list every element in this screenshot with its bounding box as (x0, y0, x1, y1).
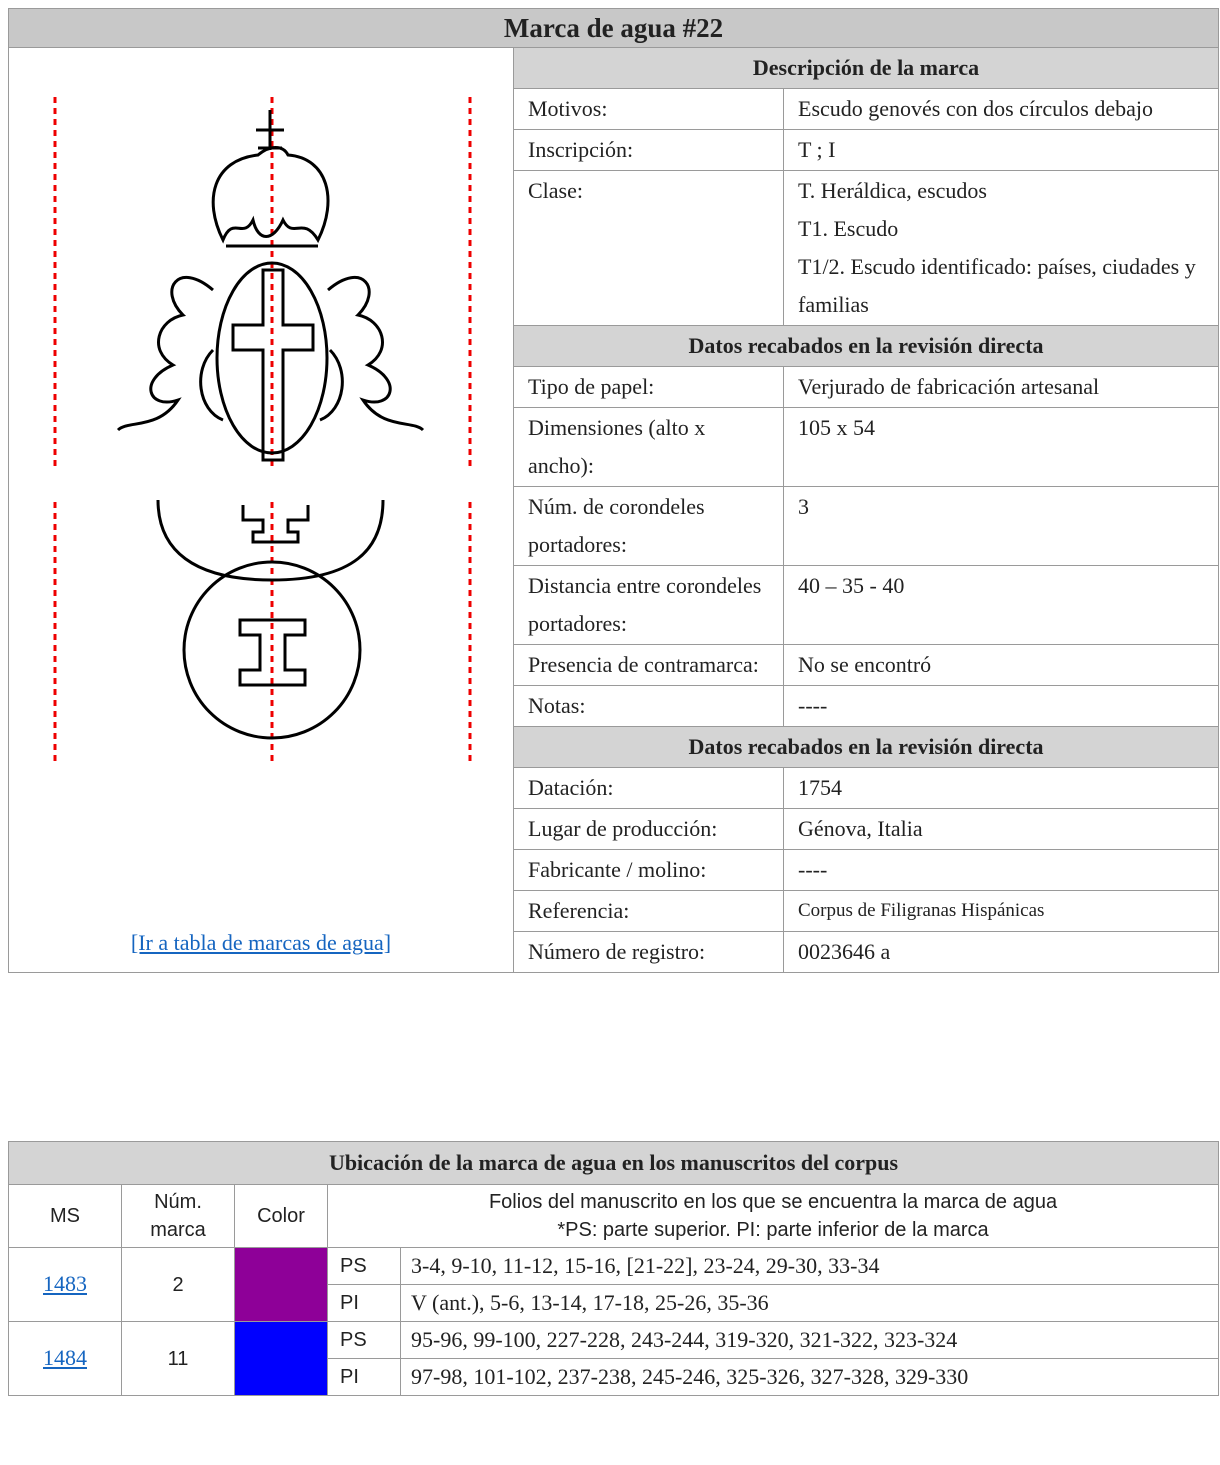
column-header-line: Folios del manuscrito en los que se encu… (488, 1191, 1058, 1213)
field-label: Fabricante / molino: (513, 849, 784, 891)
folios: V (ant.), 5-6, 13-14, 17-18, 25-26, 35-3… (399, 1284, 1220, 1322)
folio-row: PI V (ant.), 5-6, 13-14, 17-18, 25-26, 35… (9, 1284, 1220, 1322)
field-row: Inscripción: T ; I (9, 129, 1220, 171)
value-line: Corpus de Filigranas Hispánicas (798, 900, 1045, 921)
section-heading: Datos recabados en la revisión directa (512, 325, 1220, 367)
location-table: Ubicación de la marca de agua en los man… (7, 1141, 1220, 1396)
folio-row: 1483 2 PS 3-4, 9-10, 11-12, 15-16, [21-22],… (8, 1247, 1220, 1322)
field-label: Tipo de papel: (513, 366, 784, 408)
value-line: ---- (798, 693, 828, 718)
value-line: T1/2. Escudo identificado: países, ciuda… (798, 254, 1196, 317)
field-label: Presencia de contramarca: (513, 644, 784, 686)
section-heading: Descripción de la marca (512, 47, 1220, 89)
folio-row: PI 97-98, 101-102, 237-238, 245-246, 325-… (9, 1358, 1220, 1396)
section-row: Datos recabados en la revisión directa (9, 726, 1220, 768)
field-label: Dimensiones (alto x ancho): (513, 407, 784, 487)
field-value: 0023646 a (782, 931, 1220, 973)
field-label: Número de registro: (513, 931, 784, 973)
folios: 3-4, 9-10, 11-12, 15-16, [21-22], 23-24,… (399, 1247, 1220, 1285)
image-cell: [Ir a tabla de marcas de agua] (8, 47, 514, 973)
field-row: Tipo de papel: Verjurado de fabricación a… (9, 366, 1220, 408)
folio-row: 1484 11 PS 95-96, 99-100, 227-228, 243-244,… (8, 1321, 1220, 1396)
folios: 95-96, 99-100, 227-228, 243-244, 319-320… (399, 1321, 1220, 1359)
title: Marca de agua #22 (7, 8, 1220, 48)
field-row: Lugar de producción: Génova, Italia (9, 808, 1220, 850)
field-row: Referencia: Corpus de Filigranas Hispánic… (9, 890, 1220, 932)
field-label: Motivos: (513, 88, 784, 130)
field-label: Datación: (513, 767, 784, 809)
value-line: ---- (798, 857, 828, 882)
value-line: T. Heráldica, escudos (798, 178, 987, 203)
field-value: 1754 (782, 767, 1220, 809)
field-label: Distancia entre corondeles portadores: (513, 565, 784, 645)
field-row: Dimensiones (alto x ancho): 105 x 54 (9, 407, 1220, 487)
folios: 97-98, 101-102, 237-238, 245-246, 325-32… (399, 1358, 1220, 1396)
ms-link[interactable]: 1484 (43, 1345, 87, 1370)
color-swatch (234, 1321, 328, 1396)
link[interactable]: [Ir a tabla de marcas de agua] (130, 930, 392, 955)
section-row: [Ir a tabla de marcas de agua] Descripció… (8, 47, 1220, 973)
part: PS (327, 1321, 401, 1359)
column-header-line: *PS: parte superior. PI: parte inferior … (557, 1219, 989, 1241)
part: PS (327, 1247, 401, 1285)
field-row: Notas: ---- (9, 685, 1220, 727)
mark-table: Marca de agua #22 [Ir a tabla de marcas d… (7, 8, 1220, 973)
value-line: Génova, Italia (798, 816, 923, 841)
section-row: Ubicación de la marca de agua en los man… (7, 1141, 1220, 1185)
field-value: 3 (782, 486, 1220, 566)
field-value: Escudo genovés con dos círculos debajo (782, 88, 1220, 130)
ms-link[interactable]: 1483 (43, 1271, 87, 1296)
section-row: Datos recabados en la revisión directa (9, 325, 1220, 367)
section-heading: Datos recabados en la revisión directa (512, 726, 1220, 768)
column-header: MS (8, 1184, 122, 1248)
value-line: 40 – 35 - 40 (798, 573, 905, 598)
part: PI (327, 1284, 401, 1322)
value-line: Escudo genovés con dos círculos debajo (798, 96, 1153, 121)
column-header: Folios del manuscrito en los que se encu… (326, 1184, 1220, 1248)
field-row: Clase: T. Heráldica, escudos T1. Escudo T1/… (9, 170, 1220, 326)
column-header-row: MS Núm. marca Color Folios del manuscrito e… (8, 1184, 1220, 1248)
value-line: 1754 (798, 775, 842, 800)
mark-number: 11 (121, 1321, 235, 1396)
field-value: Corpus de Filigranas Hispánicas (782, 890, 1220, 932)
ms-cell: 1483 (8, 1247, 122, 1322)
field-value: Génova, Italia (782, 808, 1220, 850)
field-value: No se encontró (782, 644, 1220, 686)
value-line: T ; I (798, 137, 836, 162)
color-swatch (234, 1247, 328, 1322)
field-value: ---- (782, 849, 1220, 891)
field-label: Inscripción: (513, 129, 784, 171)
field-value: 40 – 35 - 40 (782, 565, 1220, 645)
field-row: Presencia de contramarca: No se encontró (9, 644, 1220, 686)
field-label: Clase: (513, 170, 784, 326)
field-value: T. Heráldica, escudos T1. Escudo T1/2. Esc… (782, 170, 1220, 326)
value-line: No se encontró (798, 652, 932, 677)
column-header: Núm. marca (121, 1184, 235, 1248)
part: PI (327, 1358, 401, 1396)
ms-cell: 1484 (8, 1321, 122, 1396)
field-label: Lugar de producción: (513, 808, 784, 850)
field-label: Núm. de corondeles portadores: (513, 486, 784, 566)
mark-number: 2 (121, 1247, 235, 1322)
value-line: Verjurado de fabricación artesanal (798, 374, 1100, 399)
field-label: Referencia: (513, 890, 784, 932)
value-line: 0023646 a (798, 939, 891, 964)
field-value: 105 x 54 (782, 407, 1220, 487)
value-line: 105 x 54 (798, 415, 875, 440)
field-row: Número de registro: 0023646 a (9, 931, 1220, 973)
value-line: 3 (798, 494, 809, 519)
field-label: Notas: (513, 685, 784, 727)
field-value: Verjurado de fabricación artesanal (782, 366, 1220, 408)
section-heading: Ubicación de la marca de agua en los man… (7, 1141, 1220, 1185)
column-header: Color (234, 1184, 328, 1248)
value-line: T1. Escudo (798, 216, 899, 241)
field-value: ---- (782, 685, 1220, 727)
field-value: T ; I (782, 129, 1220, 171)
